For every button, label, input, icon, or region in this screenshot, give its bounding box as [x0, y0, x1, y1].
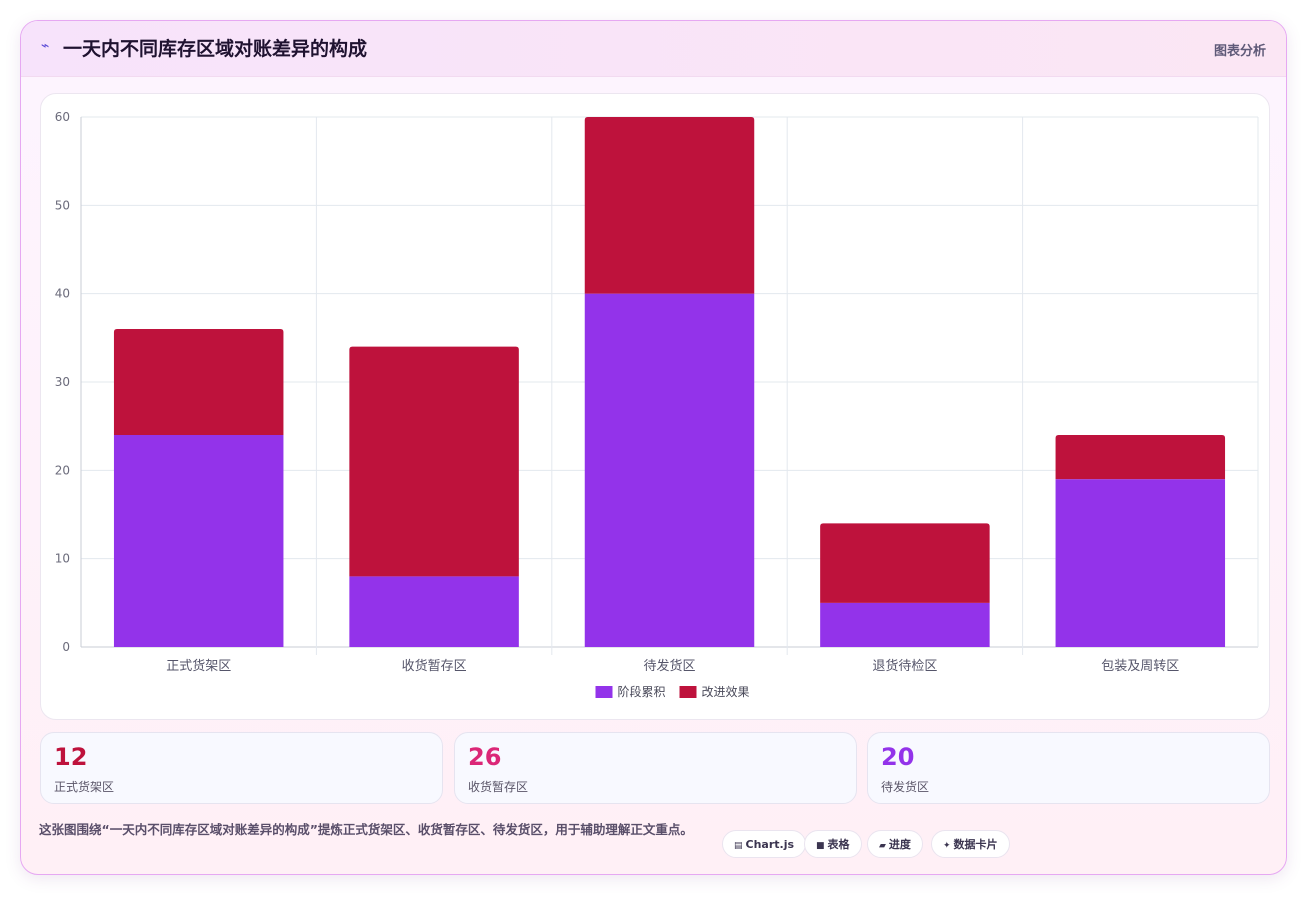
- pill-chartjs[interactable]: ▤ Chart.js: [722, 830, 807, 858]
- stat-value-3: 20: [881, 743, 915, 771]
- x-tick-label: 退货待检区: [872, 658, 937, 674]
- y-tick-label: 20: [55, 463, 70, 477]
- pill-progress[interactable]: ▰ 进度: [867, 830, 923, 858]
- stat-card-1: 12 正式货架区: [40, 732, 443, 804]
- chart-wave-icon: ⌁: [41, 38, 50, 54]
- bar-2-4: [820, 523, 990, 603]
- x-tick-label: 收货暂存区: [402, 658, 467, 674]
- legend-swatch-2: [679, 686, 697, 698]
- pill-table-icon: ■: [816, 841, 825, 851]
- bar-1-2: [349, 576, 519, 647]
- bar-2-1: [113, 329, 284, 435]
- stat-label-3: 待发货区: [881, 780, 930, 794]
- pill-data-cards-icon: ✦: [943, 841, 951, 851]
- y-tick-label: 40: [55, 287, 70, 301]
- stat-card-2: 26 收货暂存区: [454, 732, 857, 804]
- chart-title: 一天内不同库存区域对账差异的构成: [63, 38, 368, 60]
- bar-1-5: [1055, 479, 1226, 647]
- bar-1-4: [820, 602, 990, 647]
- pill-chartjs-icon: ▤: [734, 841, 743, 851]
- pill-chartjs-label: Chart.js: [745, 838, 795, 851]
- bar-2-5: [1055, 435, 1226, 480]
- pill-data-cards-label: 数据卡片: [953, 838, 998, 851]
- legend-label-1: 阶段累积: [618, 684, 666, 699]
- bar-1-1: [113, 435, 284, 647]
- pill-progress-label: 进度: [888, 838, 911, 851]
- legend-swatch-1: [595, 686, 613, 698]
- y-tick-label: 50: [55, 198, 70, 212]
- chart-description: 这张图围绕“一天内不同库存区域对账差异的构成”提炼正式货架区、收货暂存区、待发货…: [39, 822, 693, 837]
- stat-label-2: 收货暂存区: [468, 780, 529, 794]
- legend-label-2: 改进效果: [702, 684, 750, 699]
- bar-1-3: [584, 293, 755, 647]
- chart-analysis-tag: 图表分析: [1213, 44, 1266, 59]
- stat-value-2: 26: [468, 743, 502, 771]
- chart-card: ⌁ 一天内不同库存区域对账差异的构成 图表分析 0 10 20 30 40 50 60 正式货…: [20, 20, 1287, 875]
- y-tick-label: 60: [55, 110, 70, 124]
- stat-label-1: 正式货架区: [54, 780, 115, 794]
- stacked-bar-chart: 0 10 20 30 40 50 60 正式货架区 收货暂存区 待发货区 退货待检区 包装及周转区阶段…: [55, 110, 1259, 699]
- stat-card-3: 20 待发货区: [867, 732, 1270, 804]
- x-tick-label: 待发货区: [643, 658, 695, 674]
- y-tick-label: 0: [62, 640, 70, 654]
- pill-table[interactable]: ■ 表格: [804, 830, 862, 858]
- x-tick-label: 包装及周转区: [1101, 659, 1179, 674]
- bar-2-3: [584, 117, 755, 294]
- x-tick-label: 正式货架区: [166, 658, 231, 674]
- y-tick-label: 30: [55, 375, 70, 389]
- pill-progress-icon: ▰: [879, 841, 886, 851]
- pill-data-cards[interactable]: ✦ 数据卡片: [931, 830, 1010, 858]
- chart-panel: 0 10 20 30 40 50 60 正式货架区 收货暂存区 待发货区 退货待检区 包装及周转区阶段…: [40, 93, 1270, 720]
- card-header: ⌁ 一天内不同库存区域对账差异的构成 图表分析: [21, 21, 1286, 77]
- pill-table-label: 表格: [827, 838, 850, 851]
- stat-value-1: 12: [54, 743, 88, 771]
- y-tick-label: 10: [55, 552, 70, 566]
- bar-2-2: [349, 346, 519, 577]
